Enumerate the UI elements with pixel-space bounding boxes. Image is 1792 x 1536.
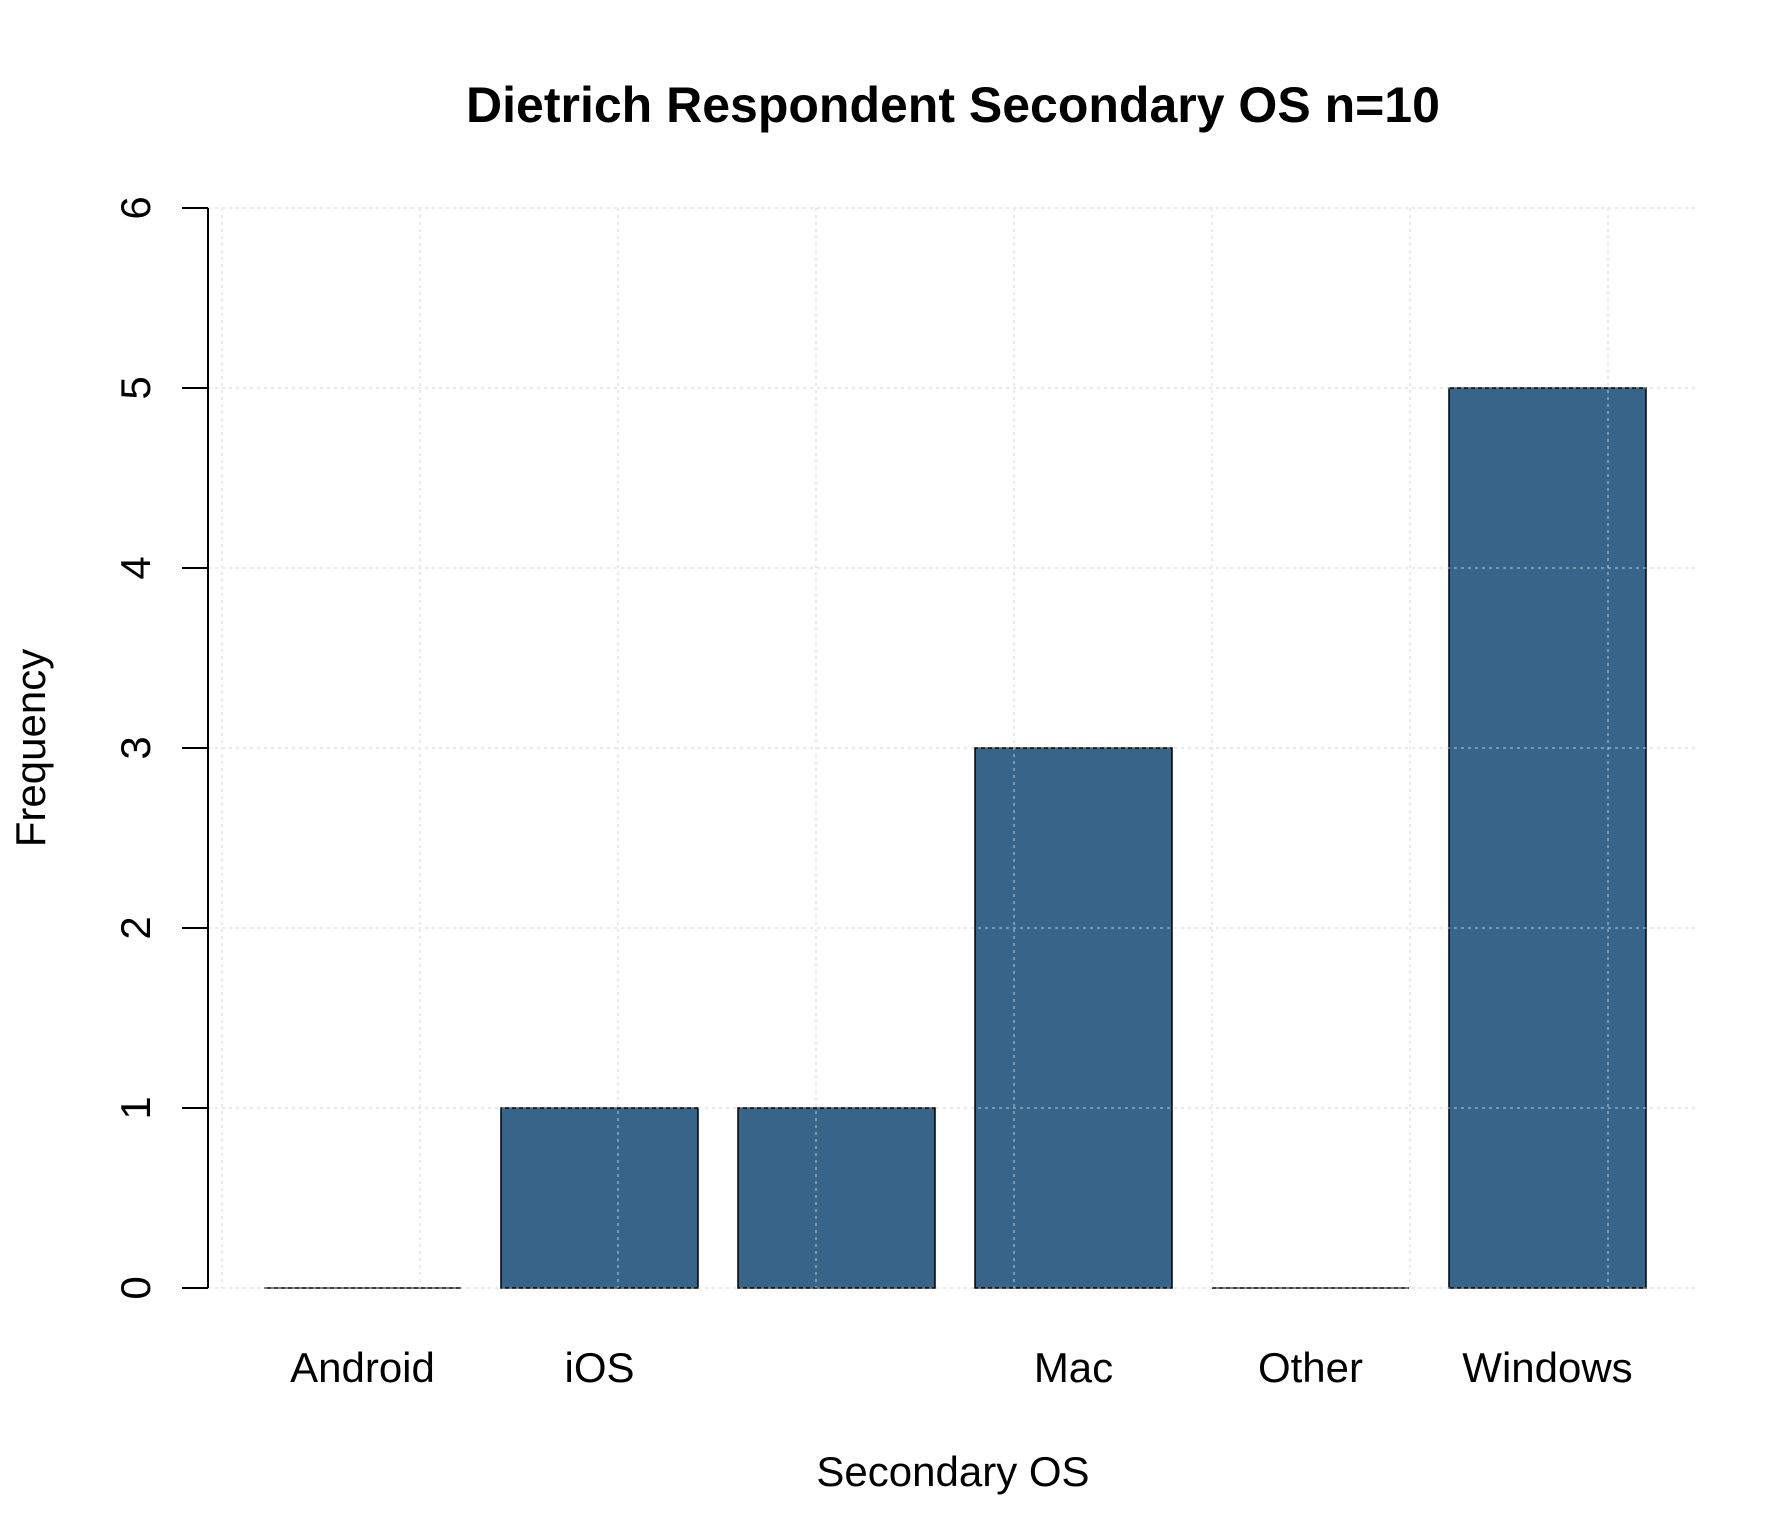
y-tick-label: 2 bbox=[112, 916, 159, 939]
x-tick-label: Windows bbox=[1462, 1344, 1632, 1391]
bar bbox=[1448, 387, 1647, 1289]
y-axis: 0 1 2 3 4 5 6 bbox=[112, 196, 209, 1300]
y-tick-label: 3 bbox=[112, 736, 159, 759]
x-tick-labels: Android iOS Mac Other Windows bbox=[290, 1344, 1633, 1391]
y-tick-label: 6 bbox=[112, 196, 159, 219]
bars bbox=[264, 387, 1647, 1289]
y-tick-label: 0 bbox=[112, 1276, 159, 1299]
y-tick-label: 5 bbox=[112, 376, 159, 399]
y-axis-title: Frequency bbox=[7, 649, 54, 847]
x-tick-label: Mac bbox=[1034, 1344, 1113, 1391]
bar bbox=[974, 747, 1173, 1289]
y-tick-label: 1 bbox=[112, 1096, 159, 1119]
bar bbox=[737, 1107, 936, 1289]
x-tick-label: Android bbox=[290, 1344, 435, 1391]
chart-title: Dietrich Respondent Secondary OS n=10 bbox=[466, 77, 1440, 133]
grid-overlay bbox=[208, 207, 1696, 1289]
x-tick-label: iOS bbox=[564, 1344, 634, 1391]
x-axis-title: Secondary OS bbox=[816, 1448, 1089, 1495]
y-tick-label: 4 bbox=[112, 556, 159, 579]
bar bbox=[500, 1107, 699, 1289]
x-tick-label: Other bbox=[1258, 1344, 1363, 1391]
